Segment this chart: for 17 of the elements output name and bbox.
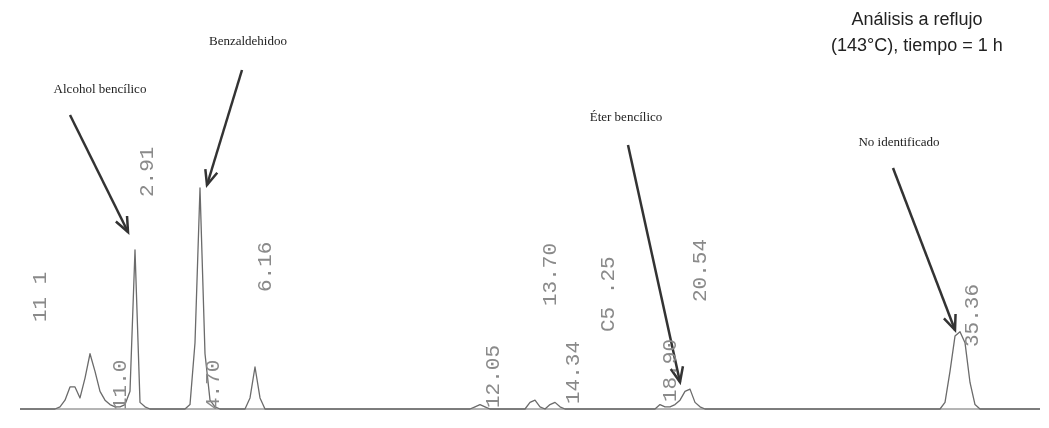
annotation: 2.91 [135,146,159,197]
text: Éter bencílico [589,109,663,124]
annotation: C5 .25 [596,256,620,332]
chart-title: Análisis a reflujo (143°C), tiempo = 1 h [830,8,1004,57]
text: Benzaldehidoo [209,33,287,48]
annotation: 13.70 [538,242,562,306]
annotation: 6.16 [253,241,277,292]
annotation: 12.05 [481,344,505,408]
annotation: 35.36 [960,283,984,347]
annotation: 11.0 [108,359,132,410]
text: Alcohol bencílico [53,81,147,96]
annotation: 18.90 [658,338,682,402]
annotation: 11 1 [28,271,52,322]
annotation: 20.54 [688,238,712,302]
text: No identificado [858,134,940,149]
annotation: 14.34 [561,340,585,404]
annotation: 4.70 [201,359,225,410]
